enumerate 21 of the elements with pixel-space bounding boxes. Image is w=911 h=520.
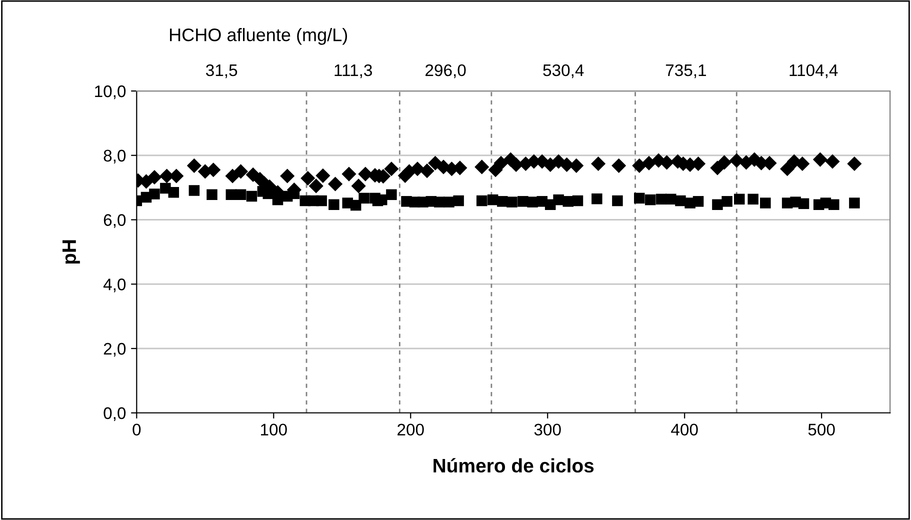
y-tick-label: 6,0 [104,214,126,228]
text: 31,5 [206,64,238,78]
text: 111,3 [334,64,372,78]
text: 1104,4 [790,64,838,78]
x-tick-label: 0 [132,424,141,436]
text: HCHO afluente (mg/L) [170,28,348,45]
y-tick-label: 2,0 [104,342,126,357]
x-tick-label: 300 [534,424,561,436]
x-tick-label: 100 [261,424,287,436]
y-tick-label: 8,0 [104,150,126,164]
x-tick-label: 500 [808,424,835,436]
x-tick-label: 200 [398,424,424,436]
x-tick-label: 400 [671,424,698,436]
y-axis-title: pH [62,240,80,264]
y-tick-label: 0,0 [104,407,126,422]
x-axis-title: Número de ciclos [434,458,594,473]
y-tick-label: 10,0 [95,85,126,100]
text: 296,0 [426,64,466,78]
text: 530,4 [543,64,584,78]
y-tick-label: 4,0 [103,278,126,292]
text: 735,1 [666,64,706,78]
